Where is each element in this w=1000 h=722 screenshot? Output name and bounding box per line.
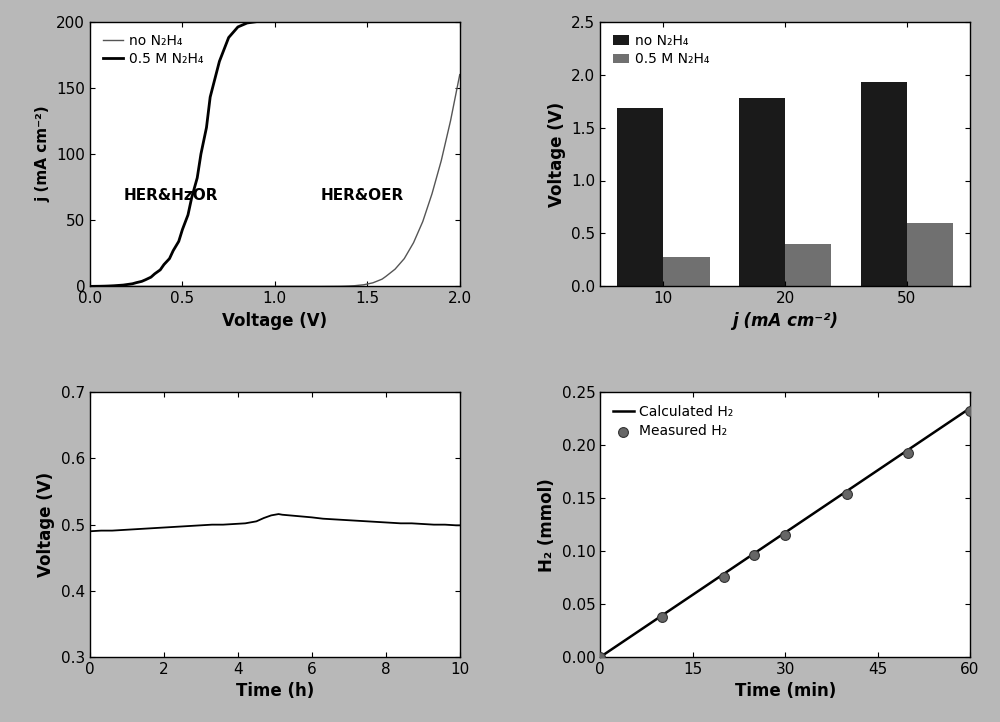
- Line: 0.5 M N₂H₄: 0.5 M N₂H₄: [90, 22, 256, 287]
- Y-axis label: H₂ (mmol): H₂ (mmol): [538, 478, 556, 572]
- 0.5 M N₂H₄: [149, 269, 161, 278]
- Bar: [739, 98, 785, 287]
- 0.5 M N₂H₄: [232, 22, 244, 31]
- no N₂H₄: [306, 282, 318, 291]
- 0.5 M N₂H₄: [167, 246, 179, 255]
- no N₂H₄: [398, 254, 410, 263]
- 0.5 M N₂H₄: [121, 280, 133, 289]
- no N₂H₄: [435, 156, 447, 165]
- no N₂H₄: [408, 238, 420, 247]
- 0.5 M N₂H₄: [112, 281, 124, 290]
- 0.5 M N₂H₄: [145, 273, 157, 282]
- Measured H₂: [592, 651, 608, 663]
- 0.5 M N₂H₄: [173, 237, 185, 245]
- 0.5 M N₂H₄: [108, 282, 120, 290]
- 0.5 M N₂H₄: [186, 193, 198, 202]
- 0.5 M N₂H₄: [136, 277, 148, 286]
- no N₂H₄: [334, 282, 346, 290]
- 0.5 M N₂H₄: [200, 123, 212, 132]
- 0.5 M N₂H₄: [158, 260, 170, 269]
- no N₂H₄: [352, 281, 364, 290]
- Measured H₂: [716, 571, 732, 583]
- 0.5 M N₂H₄: [163, 254, 175, 263]
- 0.5 M N₂H₄: [176, 225, 188, 234]
- 0.5 M N₂H₄: [223, 33, 235, 42]
- no N₂H₄: [361, 279, 373, 288]
- Text: HER&OER: HER&OER: [321, 188, 404, 204]
- Legend: Calculated H₂, Measured H₂: Calculated H₂, Measured H₂: [607, 399, 739, 444]
- no N₂H₄: [367, 279, 379, 287]
- no N₂H₄: [348, 282, 360, 290]
- X-axis label: Time (min): Time (min): [735, 682, 836, 700]
- Y-axis label: Voltage (V): Voltage (V): [37, 472, 55, 577]
- no N₂H₄: [339, 282, 351, 290]
- Measured H₂: [839, 488, 855, 500]
- no N₂H₄: [380, 272, 392, 281]
- 0.5 M N₂H₄: [117, 281, 129, 290]
- Bar: [861, 82, 907, 287]
- Bar: [907, 223, 953, 287]
- 0.5 M N₂H₄: [139, 276, 151, 284]
- Bar: [617, 108, 663, 287]
- Measured H₂: [746, 549, 762, 561]
- 0.5 M N₂H₄: [191, 173, 203, 182]
- no N₂H₄: [358, 280, 370, 289]
- no N₂H₄: [389, 265, 401, 274]
- no N₂H₄: [376, 275, 388, 284]
- Measured H₂: [777, 529, 793, 541]
- Y-axis label: j (mA cm⁻²): j (mA cm⁻²): [36, 105, 51, 202]
- Text: HER&HzOR: HER&HzOR: [123, 188, 218, 204]
- 0.5 M N₂H₄: [127, 279, 139, 288]
- no N₂H₄: [426, 189, 438, 198]
- no N₂H₄: [417, 217, 429, 226]
- no N₂H₄: [269, 282, 281, 291]
- Line: no N₂H₄: no N₂H₄: [90, 74, 460, 287]
- Bar: [785, 244, 831, 287]
- 0.5 M N₂H₄: [241, 19, 253, 27]
- X-axis label: Time (h): Time (h): [236, 682, 314, 700]
- X-axis label: j (mA cm⁻²): j (mA cm⁻²): [732, 312, 838, 330]
- X-axis label: Voltage (V): Voltage (V): [222, 312, 327, 330]
- Measured H₂: [962, 406, 978, 417]
- 0.5 M N₂H₄: [93, 282, 105, 290]
- 0.5 M N₂H₄: [204, 92, 216, 101]
- 0.5 M N₂H₄: [213, 57, 225, 66]
- no N₂H₄: [371, 277, 383, 286]
- Measured H₂: [654, 611, 670, 622]
- no N₂H₄: [84, 282, 96, 291]
- 0.5 M N₂H₄: [195, 149, 207, 158]
- 0.5 M N₂H₄: [250, 17, 262, 26]
- Bar: [663, 257, 710, 287]
- no N₂H₄: [315, 282, 327, 291]
- no N₂H₄: [343, 282, 355, 290]
- no N₂H₄: [176, 282, 188, 291]
- Legend: no N₂H₄, 0.5 M N₂H₄: no N₂H₄, 0.5 M N₂H₄: [97, 29, 209, 72]
- no N₂H₄: [445, 116, 457, 125]
- no N₂H₄: [454, 70, 466, 79]
- Legend: no N₂H₄, 0.5 M N₂H₄: no N₂H₄, 0.5 M N₂H₄: [607, 29, 715, 72]
- 0.5 M N₂H₄: [102, 282, 114, 290]
- 0.5 M N₂H₄: [182, 211, 194, 219]
- Y-axis label: Voltage (V): Voltage (V): [548, 102, 566, 206]
- no N₂H₄: [324, 282, 336, 291]
- 0.5 M N₂H₄: [99, 282, 111, 290]
- Measured H₂: [900, 447, 916, 458]
- 0.5 M N₂H₄: [88, 282, 100, 291]
- 0.5 M N₂H₄: [130, 279, 142, 287]
- 0.5 M N₂H₄: [154, 266, 166, 274]
- 0.5 M N₂H₄: [84, 282, 96, 291]
